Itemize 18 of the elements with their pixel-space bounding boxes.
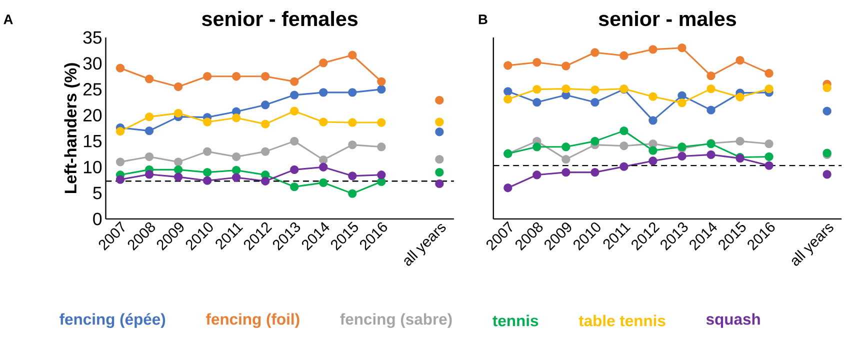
- text: squash: [706, 313, 760, 328]
- text: fencing (foil): [206, 313, 300, 328]
- text: A: [4, 14, 13, 24]
- y-tick-label: 10: [84, 160, 102, 174]
- y-tick-label: 5: [93, 186, 102, 200]
- y-tick-label: 30: [83, 56, 102, 70]
- text: fencing (épée): [60, 312, 166, 328]
- text: table tennis: [578, 314, 666, 326]
- y-tick-label: 35: [83, 31, 102, 44]
- chart-title: senior - females: [202, 10, 358, 26]
- text: tennis: [492, 314, 538, 326]
- y-tick-label: 15: [84, 134, 102, 148]
- y-tick-label: 25: [84, 82, 102, 96]
- chart-title: senior - males: [598, 10, 736, 26]
- y-tick-label: 20: [84, 108, 102, 122]
- y-axis-title: Left-handers (%): [64, 63, 80, 193]
- text: B: [478, 14, 488, 24]
- text: fencing (sabre): [340, 313, 452, 328]
